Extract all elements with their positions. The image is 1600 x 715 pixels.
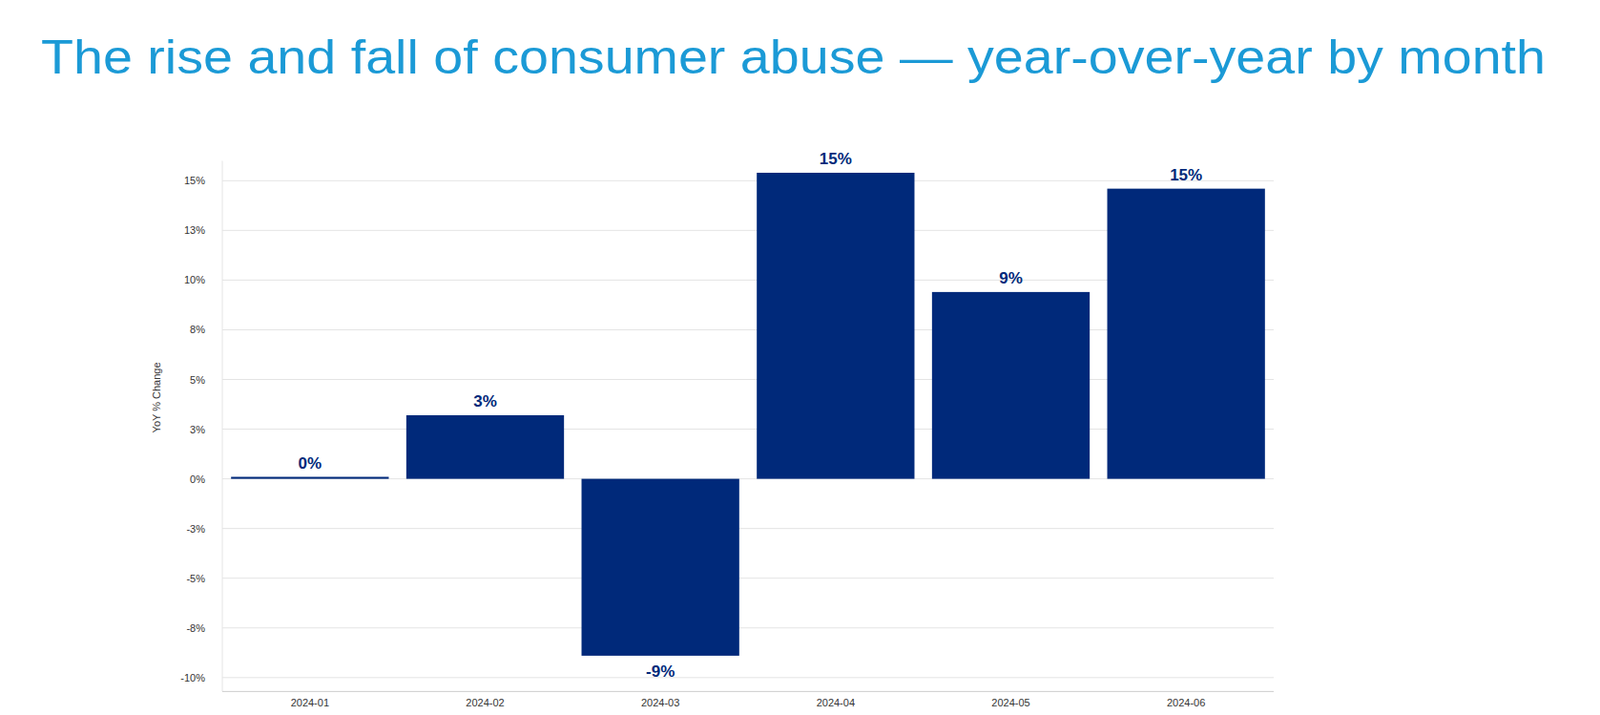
y-tick-label: 13% [184, 224, 206, 236]
title: The rise and fall of consumer abuse — ye… [41, 30, 1546, 84]
bar [581, 478, 740, 656]
chart-root: The rise and fall of consumer abuse — ye… [0, 0, 1600, 715]
x-axis-line [222, 690, 1274, 692]
y-tick-label: -10% [180, 671, 206, 684]
y-axis-line [222, 160, 224, 691]
bar [406, 415, 564, 479]
y-tick-label: -5% [186, 572, 206, 584]
y-tick-label: 15% [184, 174, 206, 187]
y-tick-label: -3% [186, 522, 206, 535]
bar [756, 172, 915, 479]
grid-line [222, 527, 1274, 529]
x-tick-label: 2024-01 [290, 696, 330, 708]
bar [932, 291, 1090, 479]
data-label: 0% [298, 454, 323, 473]
y-axis-label: YoY % Change [150, 361, 163, 433]
y-tick-label: 10% [184, 273, 206, 286]
y-tick-label: 8% [189, 323, 206, 335]
data-label: -9% [645, 662, 675, 681]
y-tick-label: 3% [189, 423, 206, 436]
bar [230, 477, 389, 479]
y-tick-label: 0% [189, 473, 206, 485]
grid-line [222, 577, 1274, 579]
x-tick-label: 2024-04 [816, 696, 855, 708]
x-tick-label: 2024-05 [991, 696, 1030, 708]
bar [1107, 188, 1266, 479]
y-tick-label: 5% [189, 374, 206, 386]
data-label: 15% [1169, 166, 1203, 185]
x-tick-label: 2024-06 [1166, 696, 1206, 708]
grid-line [222, 626, 1274, 628]
x-tick-label: 2024-02 [465, 696, 504, 708]
grid-line [222, 180, 1274, 182]
y-tick-label: -8% [186, 622, 206, 634]
grid [222, 180, 1274, 678]
data-label: 9% [998, 269, 1023, 288]
data-label: 3% [473, 392, 498, 411]
bars [230, 172, 1266, 656]
grid-line [222, 676, 1274, 678]
x-tick-label: 2024-03 [641, 696, 680, 708]
data-label: 15% [819, 149, 852, 168]
chart: The rise and fall of consumer abuse — ye… [0, 0, 1600, 715]
